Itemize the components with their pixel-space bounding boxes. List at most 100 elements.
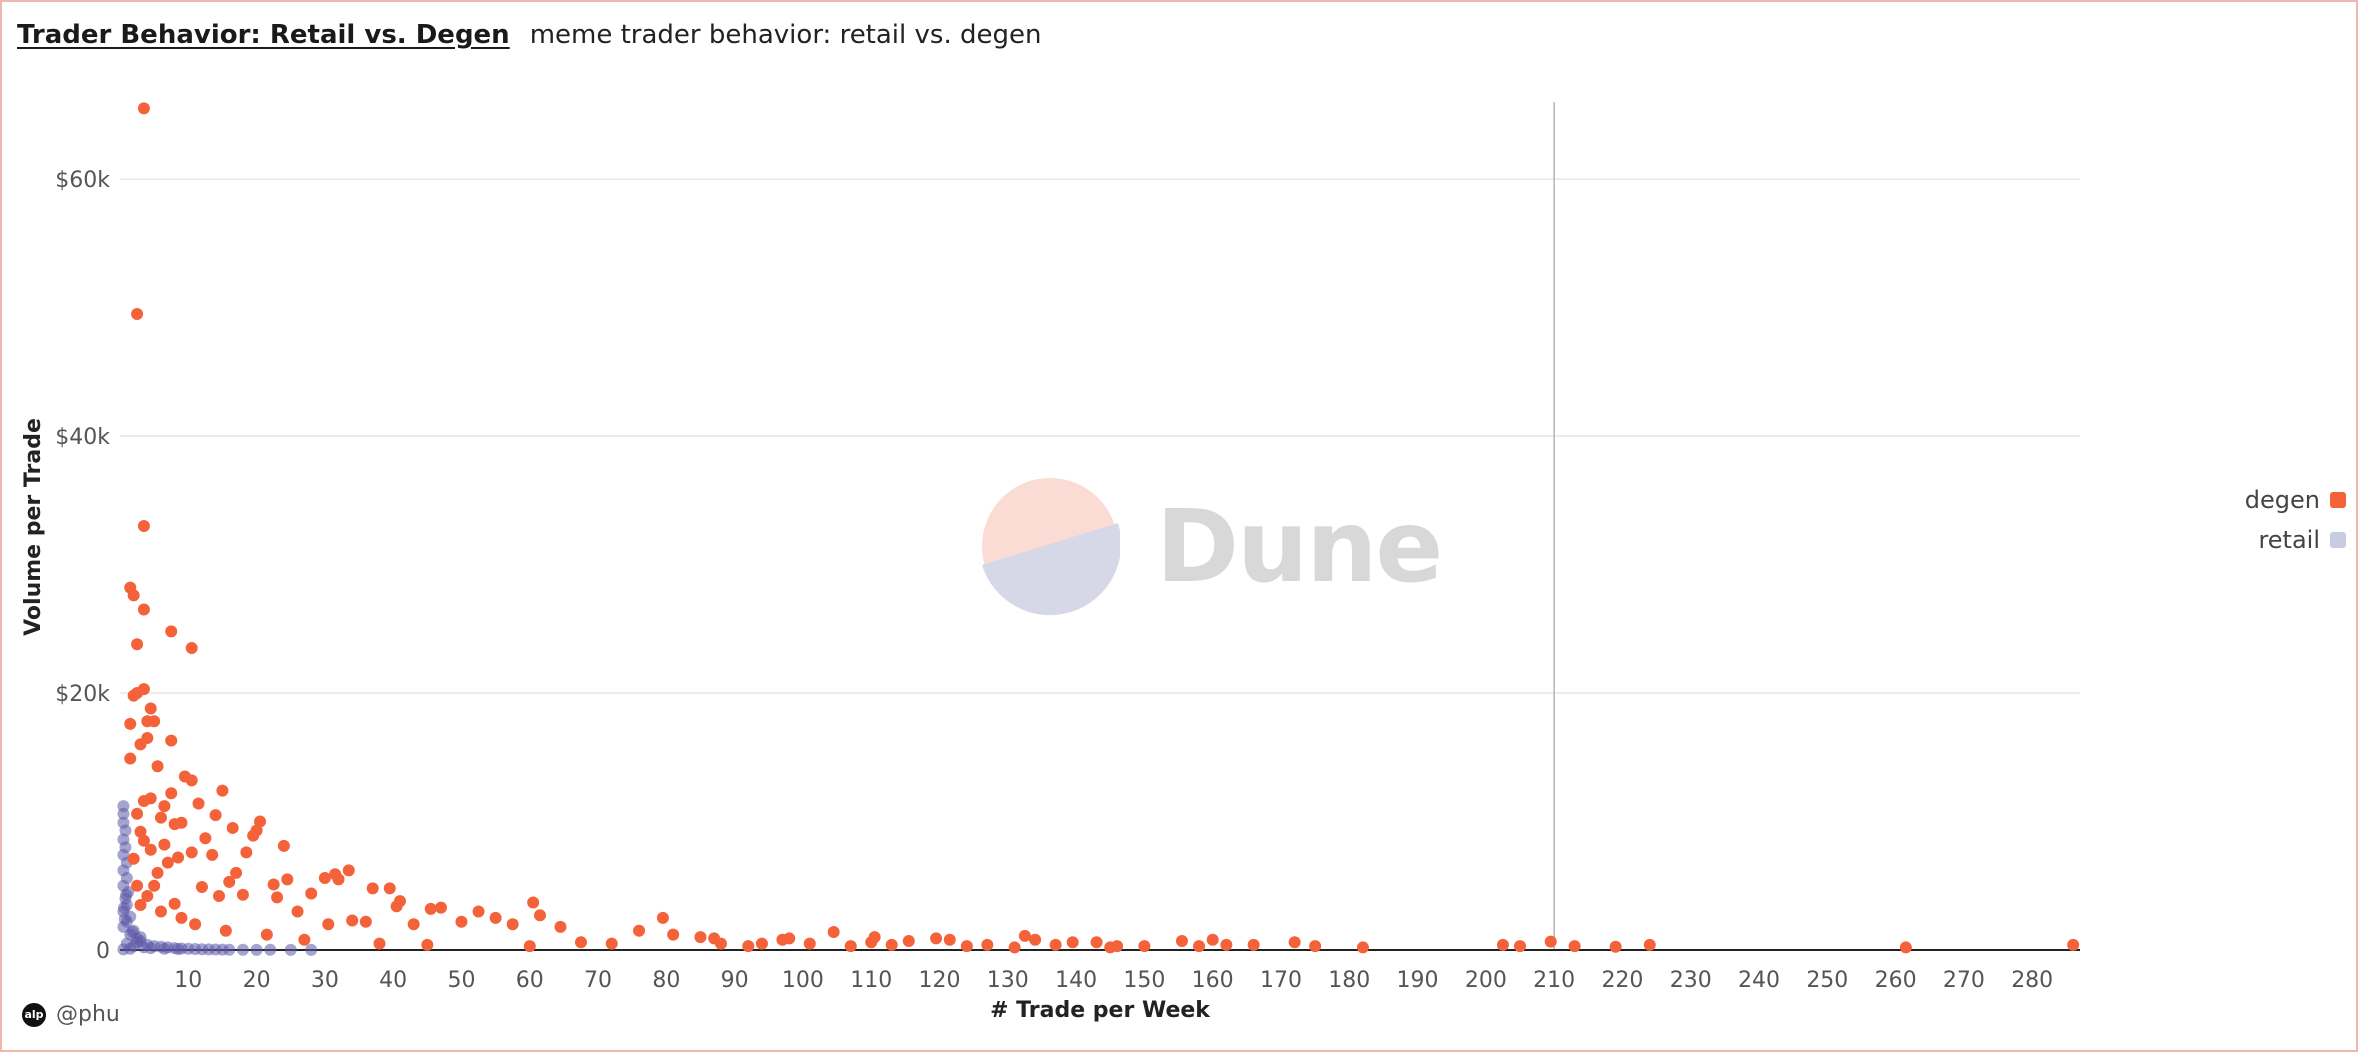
data-point-degen [1104, 941, 1117, 954]
data-point-degen [209, 809, 222, 822]
data-point-retail [264, 943, 277, 956]
data-point-degen [131, 308, 144, 320]
data-point-degen [755, 937, 768, 950]
data-point-degen [127, 589, 140, 602]
data-point-degen [192, 797, 205, 810]
y-axis-label: Volume per Trade [21, 418, 46, 636]
x-tick-label: 200 [1465, 968, 1507, 993]
data-point-degen [134, 825, 147, 838]
data-point-degen [1090, 936, 1103, 949]
x-tick-label: 180 [1328, 968, 1370, 993]
y-tick-label: 0 [96, 939, 110, 964]
data-point-degen [206, 848, 219, 861]
data-point-degen [298, 933, 311, 946]
data-point-degen [271, 891, 284, 904]
data-point-degen [137, 683, 150, 696]
data-point-degen [137, 520, 150, 532]
data-point-retail [119, 824, 132, 837]
data-point-degen [960, 940, 973, 953]
data-point-degen [373, 937, 386, 950]
chart-title[interactable]: Trader Behavior: Retail vs. Degen [17, 20, 510, 50]
data-point-degen [141, 890, 154, 903]
data-point-degen [506, 918, 519, 931]
data-point-degen [247, 829, 260, 842]
author-handle[interactable]: @phu [56, 1002, 120, 1027]
data-point-degen [168, 818, 181, 831]
watermark-text: Dune [1156, 487, 1443, 605]
data-point-degen [366, 882, 379, 895]
data-point-degen [124, 752, 137, 765]
x-tick-label: 40 [379, 968, 407, 993]
data-point-degen [1008, 941, 1021, 954]
data-point-retail [144, 942, 157, 955]
data-point-degen [1066, 936, 1079, 949]
data-point-degen [1643, 938, 1656, 951]
data-point-degen [260, 928, 273, 941]
data-point-degen [574, 936, 587, 949]
data-point-degen [1029, 933, 1042, 946]
data-point-degen [151, 866, 164, 879]
x-tick-label: 110 [850, 968, 892, 993]
data-point-degen [407, 918, 420, 931]
data-point-degen [694, 931, 707, 944]
data-point-degen [226, 821, 239, 834]
data-point-retail [117, 807, 130, 820]
data-point-degen [175, 911, 188, 924]
x-tick-label: 270 [1943, 968, 1985, 993]
data-point-degen [322, 918, 335, 931]
data-point-degen [165, 734, 178, 747]
data-point-degen [189, 918, 202, 931]
data-point-degen [523, 940, 536, 953]
data-point-degen [930, 932, 943, 945]
data-point-degen [1193, 940, 1206, 953]
data-point-degen [1220, 938, 1233, 951]
data-point-degen [554, 920, 567, 933]
x-tick-label: 10 [174, 968, 202, 993]
legend-item-degen[interactable]: degen [2245, 480, 2346, 520]
data-point-degen [127, 852, 140, 865]
chart-header: Trader Behavior: Retail vs. Degen meme t… [17, 20, 1041, 60]
data-point-degen [131, 879, 144, 892]
data-point-degen [277, 839, 290, 852]
data-point-degen [137, 834, 150, 847]
legend-item-retail[interactable]: retail [2245, 520, 2346, 560]
data-point-degen [1138, 940, 1151, 953]
data-point-retail [284, 943, 297, 956]
data-point-degen [236, 888, 249, 901]
data-point-degen [1356, 941, 1369, 954]
data-point-degen [254, 815, 266, 828]
grid-lines [120, 178, 2080, 694]
data-point-degen [318, 872, 331, 885]
data-point-retail [305, 943, 318, 956]
data-point-degen [714, 937, 727, 950]
data-point-degen [346, 914, 359, 927]
data-point-degen [291, 905, 304, 918]
data-point-degen [527, 896, 540, 909]
data-point-degen [1899, 941, 1912, 954]
data-point-degen [127, 689, 140, 702]
x-tick-label: 230 [1670, 968, 1712, 993]
data-point-degen [158, 838, 171, 851]
data-point-degen [332, 873, 345, 886]
data-point-degen [1288, 936, 1301, 949]
data-point-degen [144, 843, 157, 856]
data-point-degen [199, 832, 212, 845]
data-point-degen [1496, 938, 1509, 951]
x-tick-label: 260 [1875, 968, 1917, 993]
data-point-degen [158, 800, 171, 813]
data-point-degen [633, 924, 646, 937]
x-tick-label: 160 [1192, 968, 1234, 993]
data-point-degen [342, 864, 355, 877]
x-tick-label: 90 [721, 968, 749, 993]
data-point-degen [943, 933, 956, 946]
data-point-degen [885, 938, 898, 951]
data-point-degen [134, 899, 147, 912]
data-point-degen [240, 846, 253, 859]
x-tick-label: 250 [1806, 968, 1848, 993]
data-point-degen [844, 940, 857, 953]
data-point-degen [472, 905, 485, 918]
data-point-degen [124, 717, 137, 730]
data-point-degen [1247, 938, 1260, 951]
data-point-retail [118, 901, 131, 914]
